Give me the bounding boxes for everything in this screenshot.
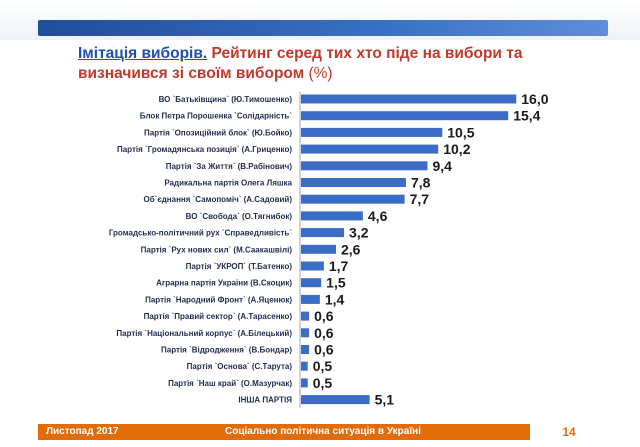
- category-label: ВО `Свобода` (О.Тягнибок): [186, 212, 293, 221]
- value-label: 16,0: [521, 91, 548, 107]
- value-label: 3,2: [349, 225, 369, 241]
- footer-bar: Листопад 2017 Соціально політична ситуац…: [38, 422, 608, 440]
- value-label: 7,8: [411, 175, 431, 191]
- value-label: 15,4: [513, 108, 540, 124]
- value-label: 0,6: [314, 342, 334, 358]
- category-label: ІНША ПАРТІЯ: [238, 396, 292, 405]
- value-label: 0,5: [313, 358, 333, 374]
- value-label: 7,7: [410, 191, 430, 207]
- value-label: 0,6: [314, 325, 334, 341]
- category-label: Партія `Опозиційний блок` (Ю.Бойко): [144, 128, 292, 137]
- category-label: Радикальна партія Олега Ляшка: [164, 179, 292, 188]
- page-number: 14: [530, 422, 608, 440]
- value-label: 10,2: [443, 141, 470, 157]
- bar: [301, 378, 308, 388]
- bar-chart: ВО `Батьківщина` (Ю.Тимошенко) 16,0 Блок П…: [109, 91, 549, 408]
- bar: [301, 161, 428, 171]
- value-label: 0,5: [313, 375, 333, 391]
- value-label: 0,6: [314, 308, 334, 324]
- chart-title: Імітація виборів. Рейтинг серед тих хто …: [78, 44, 558, 84]
- bar: [301, 94, 517, 104]
- bar: [301, 194, 405, 204]
- category-label: Партія `За Життя` (В.Рабінович): [166, 162, 293, 171]
- category-label: Об`єднання `Самопоміч` (А.Садовий): [143, 195, 292, 204]
- header-stripe: [38, 20, 608, 36]
- value-label: 10,5: [447, 124, 474, 140]
- category-label: Аграрна партія України (В.Скоцик): [156, 279, 292, 288]
- category-label: Блок Петра Порошенка `Солідарність`: [140, 112, 293, 121]
- chart-title-lead: Імітація виборів.: [78, 45, 208, 62]
- chart-title-text: Рейтинг серед тих хто піде на вибори та …: [78, 45, 523, 82]
- bar: [301, 328, 310, 338]
- category-label: Партія `УКРОП` (Т.Батенко): [186, 262, 293, 271]
- category-label: Партія `Народний Фронт` (А.Яценюк): [145, 295, 292, 304]
- bar: [301, 345, 310, 354]
- category-label: Партія `Рух нових сил` (М.Саакашвілі): [141, 245, 293, 254]
- value-label: 9,4: [432, 158, 452, 174]
- category-label: Громадсько-політичний рух `Справедливіст…: [109, 229, 293, 238]
- value-label: 5,1: [375, 392, 395, 408]
- bar: [301, 361, 308, 371]
- chart-title-unit: (%): [308, 65, 333, 82]
- category-label: Партія `Правий сектор` (А.Тарасенко): [144, 312, 293, 321]
- bar: [301, 311, 310, 321]
- category-label: Партія `Відродження` (В.Бондар): [161, 346, 292, 355]
- bar: [301, 228, 345, 238]
- bar: [301, 294, 320, 304]
- bar: [301, 261, 324, 271]
- footer-subject: Соціально політична ситуація в Україні: [225, 426, 421, 437]
- bar: [301, 395, 370, 405]
- value-label: 1,4: [325, 291, 345, 307]
- bar: [301, 127, 443, 137]
- value-label: 1,5: [326, 275, 346, 291]
- category-label: Партія `Основа` (С.Тарута): [187, 362, 293, 371]
- category-label: Партія `Наш край` (О.Мазурчак): [168, 379, 292, 388]
- category-label: Партія `Національний корпус` (А.Білецьки…: [116, 329, 292, 338]
- bar: [301, 111, 509, 121]
- bar: [301, 144, 439, 154]
- bar: [301, 278, 322, 288]
- bar: [301, 244, 336, 254]
- bar: [301, 178, 406, 187]
- category-label: Партія `Громадянська позиція` (А.Гриценк…: [117, 145, 292, 154]
- value-label: 1,7: [329, 258, 349, 274]
- value-label: 2,6: [341, 241, 361, 257]
- category-label: ВО `Батьківщина` (Ю.Тимошенко): [159, 95, 293, 104]
- footer-date: Листопад 2017: [46, 426, 119, 437]
- bar: [301, 211, 363, 221]
- value-label: 4,6: [368, 208, 388, 224]
